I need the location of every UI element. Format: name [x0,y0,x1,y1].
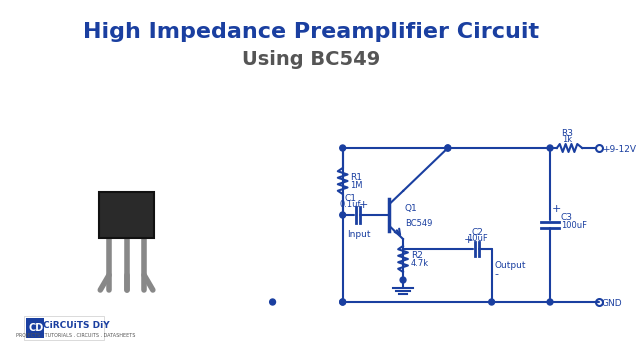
FancyBboxPatch shape [26,318,44,338]
Circle shape [400,277,406,283]
Text: 1M: 1M [351,180,363,189]
Text: +9-12V: +9-12V [602,144,636,153]
Circle shape [445,145,451,151]
Circle shape [340,145,346,151]
Text: R3: R3 [561,129,573,138]
Text: C3: C3 [561,212,573,221]
Text: R1: R1 [351,172,362,181]
Text: High Impedance Preamplifier Circuit: High Impedance Preamplifier Circuit [83,22,540,42]
Text: +: + [359,200,369,210]
Text: Q1: Q1 [405,204,418,213]
Circle shape [340,212,346,218]
Circle shape [547,145,553,151]
Circle shape [269,299,275,305]
FancyBboxPatch shape [24,316,104,340]
Text: Using BC549: Using BC549 [243,50,381,69]
Text: PROJECTS . TUTORIALS . CIRCUITS . DATASHEETS: PROJECTS . TUTORIALS . CIRCUITS . DATASH… [16,333,136,338]
Text: 1k: 1k [563,135,573,144]
Text: -: - [495,269,499,279]
Circle shape [340,299,346,305]
Text: 10uF: 10uF [467,234,488,243]
Text: +: + [464,235,473,245]
Text: GND: GND [602,298,622,307]
Text: R2: R2 [411,251,422,260]
Text: C2: C2 [471,228,483,237]
Circle shape [340,299,346,305]
Text: Output: Output [495,261,526,270]
Text: C1: C1 [344,194,356,203]
Circle shape [489,299,495,305]
Text: 4.7k: 4.7k [411,258,429,267]
Text: BC549: BC549 [405,219,433,228]
Text: CD: CD [28,323,44,333]
Text: Input: Input [348,230,371,239]
Text: +: + [552,204,561,214]
Text: 0.1uf: 0.1uf [340,200,361,209]
Polygon shape [99,192,154,238]
Circle shape [445,145,451,151]
Text: CiRCUiTS DiY: CiRCUiTS DiY [43,320,109,329]
Text: 100uF: 100uF [561,220,587,230]
Circle shape [547,299,553,305]
